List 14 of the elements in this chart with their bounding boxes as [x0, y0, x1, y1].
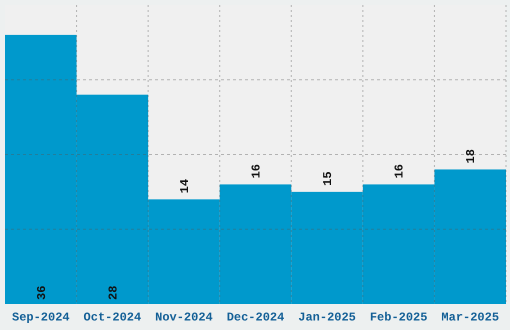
- data-label: 14: [178, 178, 192, 194]
- x-tick-label: Dec-2024: [226, 310, 284, 325]
- x-tick-label: Feb-2025: [370, 310, 428, 325]
- x-tick-label: Oct-2024: [84, 310, 142, 325]
- data-label: 28: [106, 286, 120, 300]
- x-tick-label: Mar-2025: [441, 310, 500, 325]
- data-label: 16: [392, 164, 407, 178]
- data-label: 15: [321, 171, 336, 186]
- data-label: 16: [250, 164, 264, 178]
- x-tick-label: Sep-2024: [12, 310, 70, 325]
- x-tick-label: Nov-2024: [155, 310, 213, 325]
- data-label: 18: [464, 149, 478, 164]
- data-label: 36: [34, 286, 49, 300]
- x-tick-label: Jan-2025: [298, 310, 356, 325]
